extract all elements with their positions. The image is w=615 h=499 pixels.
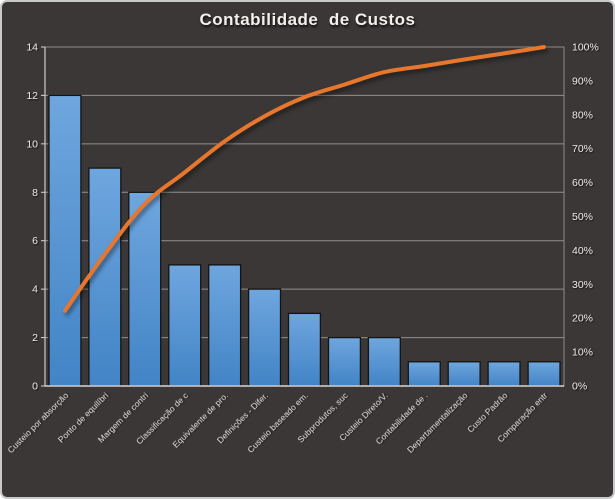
bar [327, 336, 362, 387]
y-axis-tick-label: 10 [26, 138, 38, 150]
bar [527, 361, 561, 387]
y-axis-tick-label: 8 [32, 187, 38, 199]
cumulative-line [63, 45, 546, 313]
y2-axis-tick-label: 90% [572, 75, 593, 87]
y2-axis-tick-label: 100% [572, 42, 599, 54]
bar [407, 361, 441, 387]
bar [88, 167, 122, 387]
bar [287, 312, 322, 387]
y-axis-tick-label: 14 [26, 42, 38, 54]
y2-axis-tick-label: 50% [572, 211, 593, 223]
chart-title: Contabilidade de Custos [199, 10, 416, 29]
y2-axis-tick-label: 20% [572, 313, 593, 325]
bar [128, 191, 162, 387]
y-axis-tick-label: 2 [32, 332, 38, 344]
bar [367, 336, 401, 387]
x-axis-category-label: Custo Padrão [465, 390, 509, 434]
bar [168, 264, 202, 387]
y2-axis-tick-label: 70% [572, 143, 593, 155]
y2-axis-tick-label: 10% [572, 347, 593, 359]
bar [247, 288, 282, 387]
y2-axis-tick-label: 40% [572, 245, 593, 257]
y-axis-tick-label: 0 [32, 381, 38, 393]
y2-axis-tick-label: 60% [572, 177, 593, 189]
bar [487, 361, 521, 387]
y-axis-tick-label: 12 [26, 90, 38, 102]
y2-axis-tick-label: 0% [572, 381, 587, 393]
bar [208, 264, 242, 387]
y-axis-tick-label: 4 [32, 284, 38, 296]
y2-axis-tick-label: 80% [572, 109, 593, 121]
x-axis-category-label: Custeio por absorção [6, 390, 71, 455]
y-axis-tick-label: 6 [32, 235, 38, 247]
bar [447, 361, 481, 387]
y2-axis-tick-label: 30% [572, 279, 593, 291]
bar [48, 94, 82, 387]
